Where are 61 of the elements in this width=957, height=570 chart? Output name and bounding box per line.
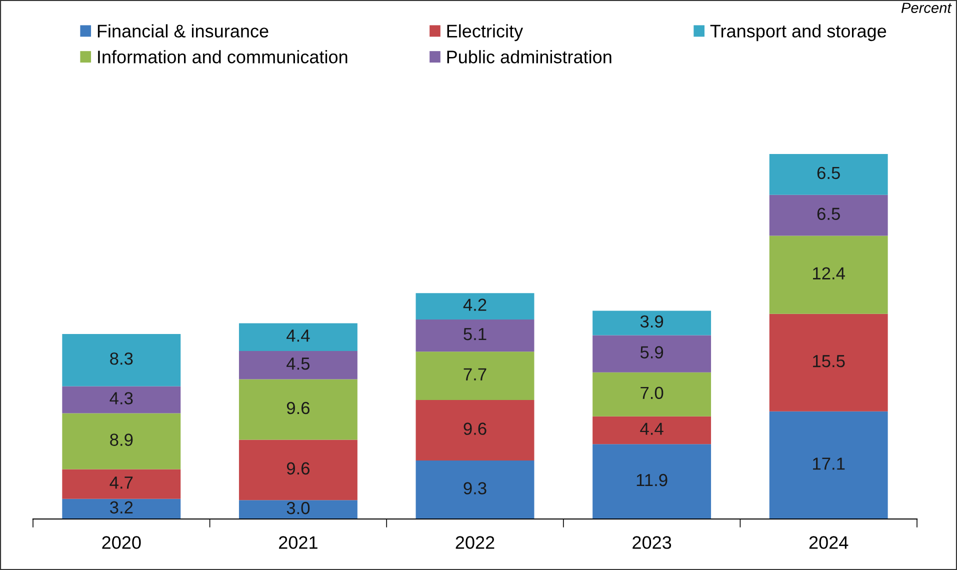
- bar: [416, 293, 534, 320]
- data-label: 17.1: [813, 458, 845, 470]
- data-label: 4.5: [286, 358, 310, 370]
- data-label: 9.6: [464, 422, 486, 435]
- data-label: 4.2: [463, 298, 486, 311]
- bar: [62, 469, 181, 499]
- data-label: 9.3: [464, 482, 486, 494]
- data-label: 7.7: [464, 368, 486, 380]
- bar: [769, 194, 888, 236]
- bar: [769, 236, 888, 314]
- bar: [592, 335, 712, 372]
- bar: [592, 310, 712, 336]
- bar: [769, 411, 888, 519]
- data-label: 8.3: [110, 352, 133, 365]
- data-label: 8.9: [110, 434, 133, 446]
- legend-label: Electricity: [447, 24, 524, 42]
- data-label: 3.2: [110, 501, 133, 514]
- data-label: 3.9: [640, 315, 664, 328]
- bar: [416, 400, 534, 460]
- data-label: 11.9: [636, 474, 668, 486]
- bar: [62, 334, 181, 386]
- bar: [238, 323, 358, 351]
- legend-label: Public administration: [447, 50, 612, 64]
- data-label: 3.0: [286, 502, 310, 514]
- data-label: 6.5: [817, 208, 840, 220]
- bar: [62, 498, 181, 519]
- bar: [769, 154, 888, 195]
- data-label: 4.4: [640, 422, 664, 435]
- data-label: 4.3: [110, 392, 133, 404]
- legend-label: Information and communication: [98, 50, 348, 64]
- data-label: 15.5: [813, 355, 845, 368]
- bar: [238, 500, 358, 519]
- x-tick-label: 2023: [632, 536, 672, 549]
- bar: [592, 372, 712, 416]
- bar: [238, 379, 358, 440]
- bar: [62, 413, 181, 470]
- bar: [769, 314, 888, 412]
- data-label: 12.4: [813, 267, 845, 280]
- data-label: 4.7: [110, 476, 133, 489]
- x-tick-label: 2021: [279, 536, 318, 549]
- legend-label: Transport and storage: [710, 24, 886, 42]
- bar: [592, 416, 712, 444]
- x-tick-label: 2020: [102, 536, 141, 549]
- data-label: 5.9: [640, 346, 664, 358]
- bar: [238, 440, 358, 500]
- bar: [416, 352, 534, 400]
- data-label: 4.4: [286, 330, 310, 342]
- x-tick-label: 2024: [809, 536, 848, 549]
- data-label: 7.0: [640, 386, 664, 400]
- bar: [592, 444, 712, 519]
- bar: [238, 350, 358, 380]
- data-label: 6.5: [817, 166, 840, 180]
- bar: [416, 320, 534, 352]
- legend-label: Financial & insurance: [98, 24, 268, 38]
- data-label: 9.6: [286, 402, 310, 414]
- text: Percent: [901, 2, 952, 13]
- data-label: 5.1: [464, 328, 486, 340]
- data-label: 9.6: [286, 462, 310, 475]
- x-tick-label: 2022: [456, 536, 494, 549]
- bar: [62, 386, 181, 414]
- bar: [416, 460, 534, 519]
